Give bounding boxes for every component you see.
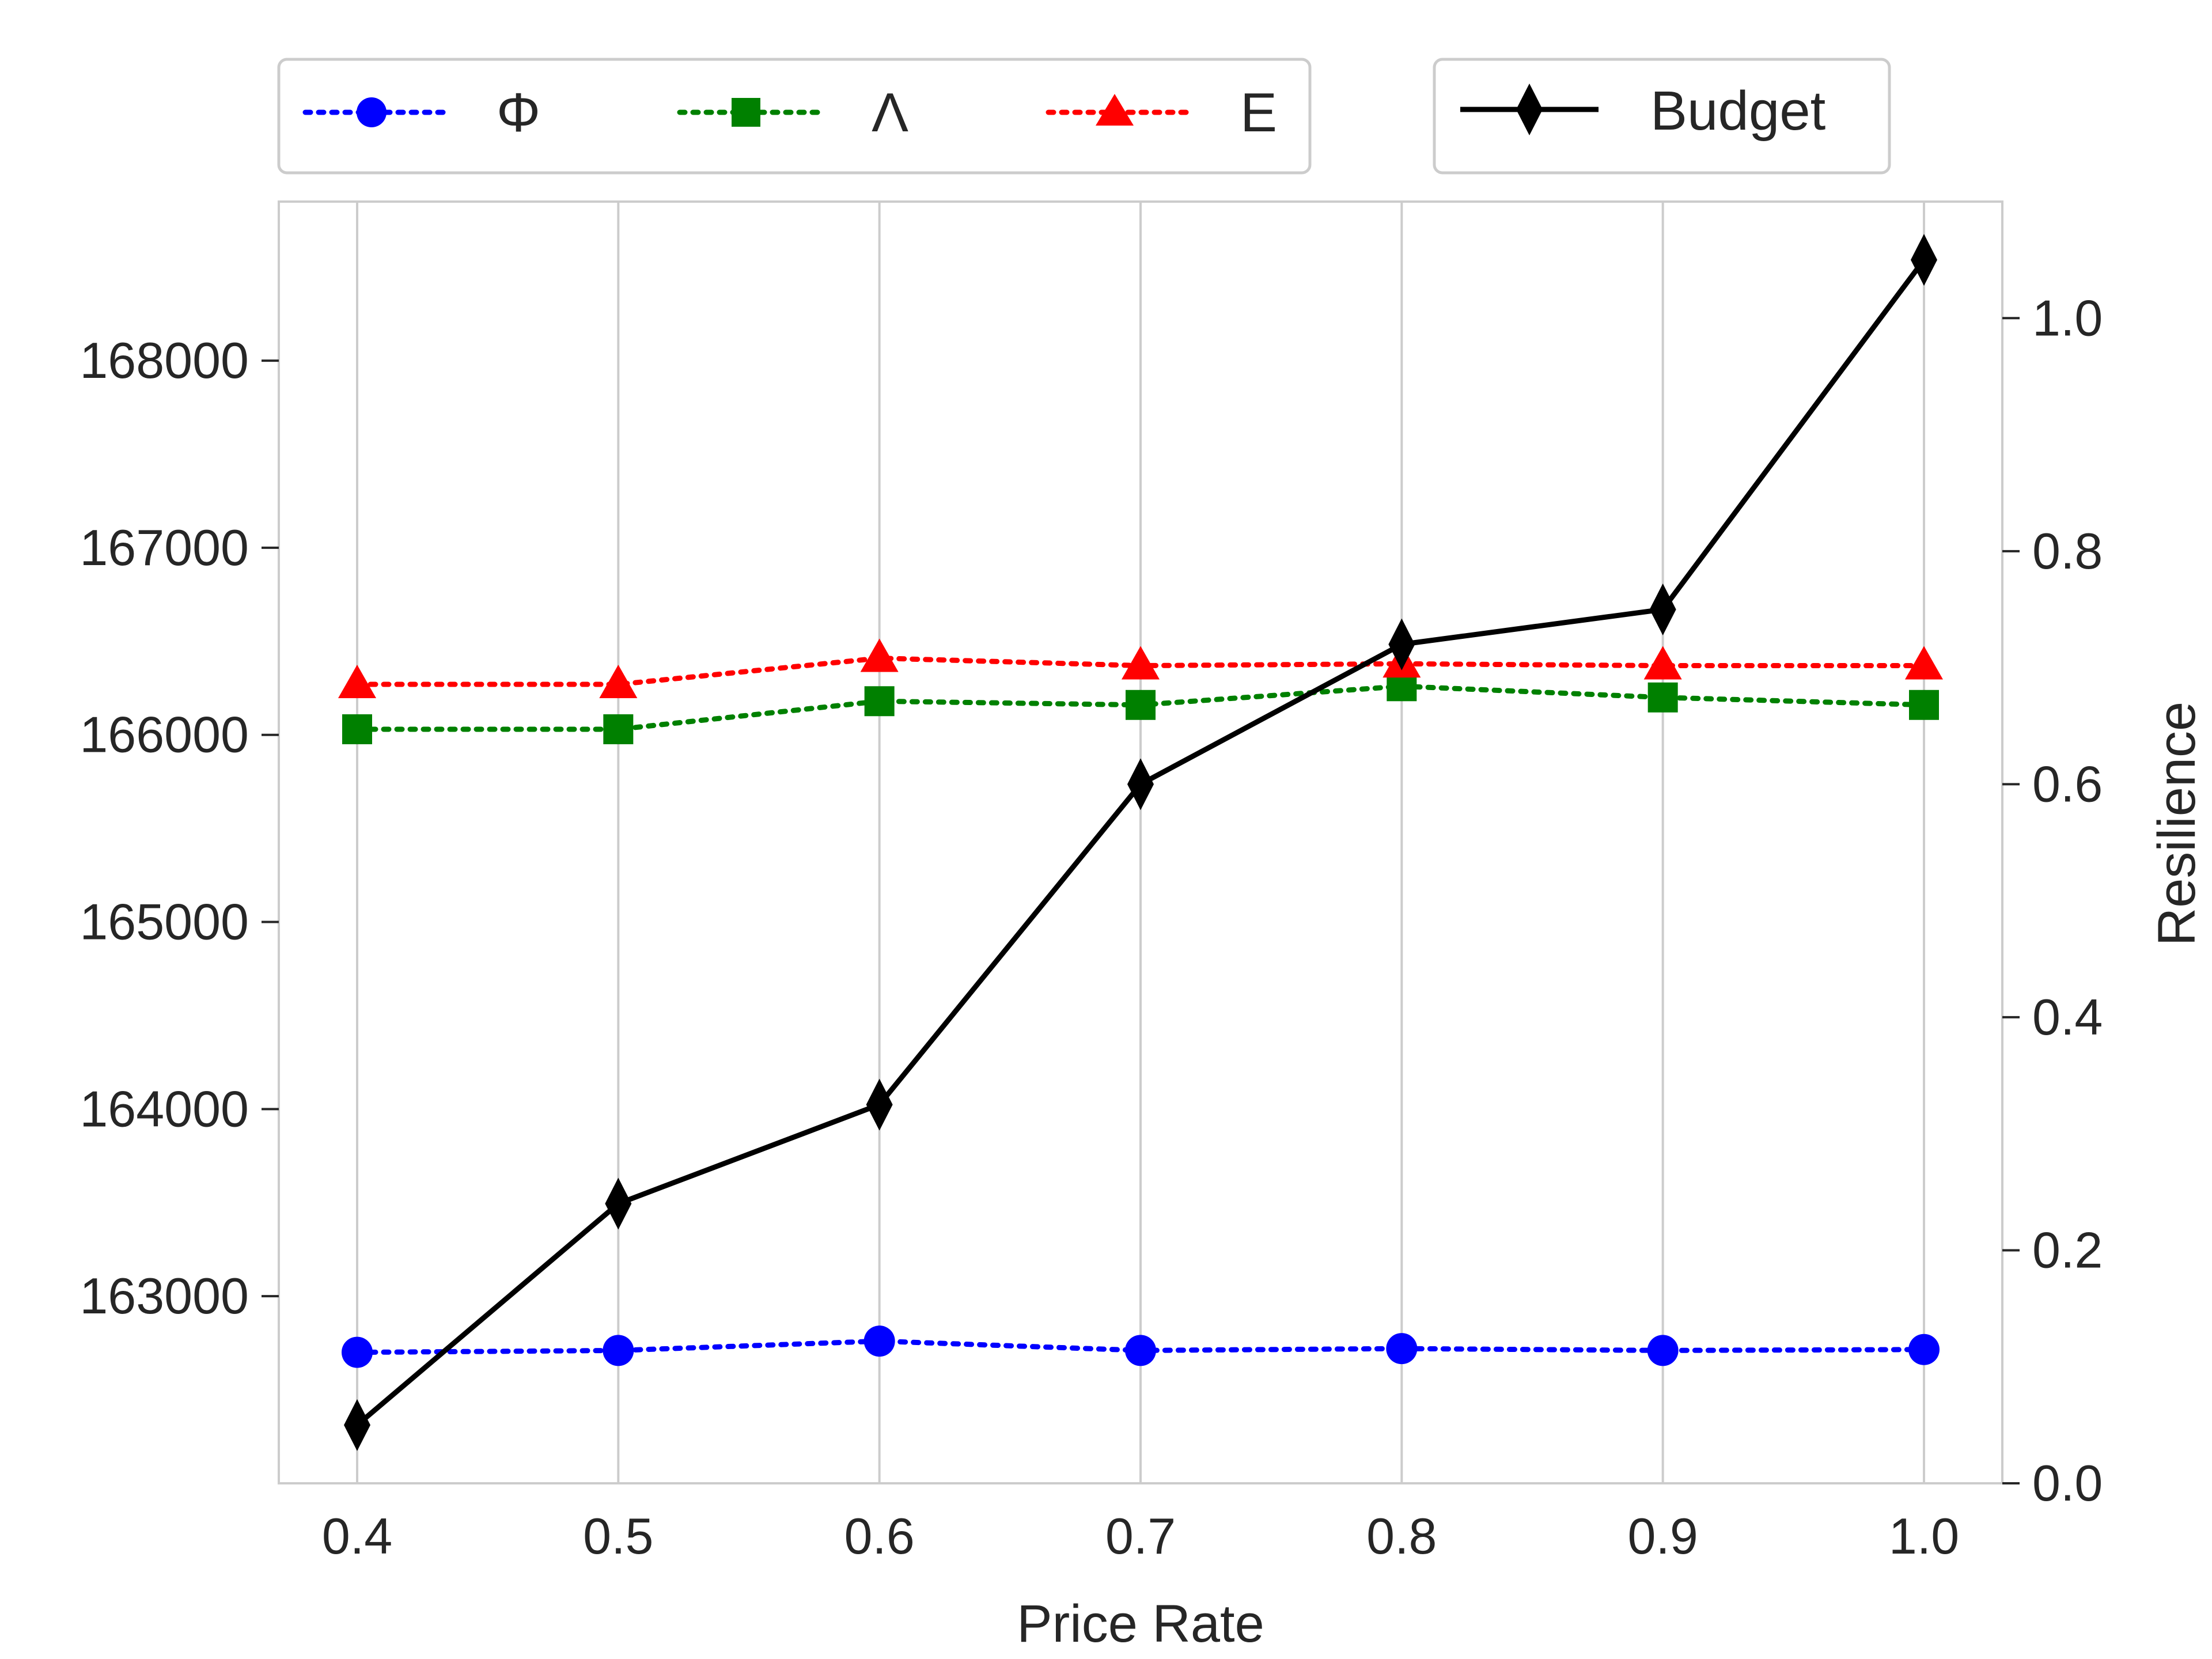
x-tick-label: 1.0: [1889, 1508, 1959, 1565]
left-y-tick-label: 168000: [79, 332, 249, 389]
grid: [356, 202, 1925, 1483]
legend-e-label: E: [1240, 82, 1277, 143]
data-point-phi: [1908, 1334, 1940, 1365]
x-tick-label: 0.6: [844, 1508, 914, 1565]
data-point-phi: [1125, 1335, 1156, 1366]
legend-e-marker: [1096, 94, 1134, 126]
data-point-phi: [1647, 1335, 1679, 1366]
right-y-tick-label: 0.8: [2032, 522, 2103, 579]
legend-budget-frame: [1433, 58, 1891, 175]
data-point-budget: [1911, 234, 1937, 286]
right-y-axis: 0.0 0.2 0.4 0.6 0.8 1.0: [2002, 289, 2103, 1512]
x-axis: 0.4 0.5 0.6 0.7 0.8 0.9 1.0: [322, 1508, 1959, 1565]
data-point-e: [599, 665, 638, 699]
data-point-budget: [866, 1078, 893, 1131]
data-point-e: [338, 665, 376, 699]
data-point-lambda: [342, 714, 372, 744]
x-tick-label: 0.7: [1105, 1508, 1176, 1565]
x-axis-label: Price Rate: [1017, 1594, 1264, 1653]
data-point-e: [1643, 646, 1682, 680]
legend-lambda-marker: [732, 98, 760, 127]
data-point-phi: [342, 1336, 373, 1368]
x-tick-label: 0.8: [1366, 1508, 1437, 1565]
legend-phi-label: Φ: [497, 82, 541, 143]
data-point-lambda: [1647, 682, 1678, 713]
series-layer: [338, 234, 1943, 1451]
data-point-lambda: [1909, 690, 1939, 720]
plot-frame: [278, 200, 2003, 1484]
data-point-budget: [1127, 758, 1154, 810]
data-point-lambda: [603, 714, 634, 744]
x-tick-label: 0.5: [583, 1508, 653, 1565]
data-point-lambda: [864, 686, 895, 717]
data-point-budget: [344, 1399, 370, 1451]
data-point-e: [1122, 646, 1160, 680]
right-y-tick-label: 0.0: [2032, 1455, 2103, 1512]
data-point-phi: [603, 1335, 634, 1366]
right-y-tick-label: 1.0: [2032, 289, 2103, 346]
left-y-tick-label: 163000: [79, 1267, 249, 1324]
left-y-tick-label: 167000: [79, 519, 249, 576]
right-y-axis-label: Resilience: [2147, 702, 2206, 946]
x-tick-label: 0.9: [1627, 1508, 1698, 1565]
x-tick-label: 0.4: [322, 1508, 392, 1565]
data-point-budget: [605, 1177, 632, 1230]
legend-lambda-label: Λ: [872, 82, 908, 143]
right-y-tick-label: 0.6: [2032, 755, 2103, 812]
data-point-lambda: [1126, 690, 1156, 720]
data-point-e: [860, 638, 899, 672]
data-point-phi: [1386, 1333, 1418, 1365]
data-point-budget: [1388, 618, 1415, 671]
left-y-tick-label: 164000: [79, 1080, 249, 1137]
right-y-tick-label: 0.4: [2032, 988, 2103, 1046]
legend-phi-marker: [357, 97, 387, 127]
legend-main-frame: [277, 58, 1312, 175]
left-y-tick-label: 165000: [79, 893, 249, 950]
legend-budget: Budget: [1433, 58, 1891, 175]
legend-budget-label: Budget: [1650, 80, 1825, 142]
data-point-e: [1905, 646, 1943, 680]
legend-budget-marker: [1516, 84, 1543, 135]
data-point-budget: [1649, 583, 1676, 635]
left-y-tick-label: 166000: [79, 706, 249, 763]
right-y-tick-label: 0.2: [2032, 1221, 2103, 1278]
legend-main: Φ Λ E: [277, 58, 1312, 175]
left-y-axis: 163000 164000 165000 166000 167000 168000: [79, 332, 279, 1324]
data-point-phi: [863, 1325, 895, 1357]
